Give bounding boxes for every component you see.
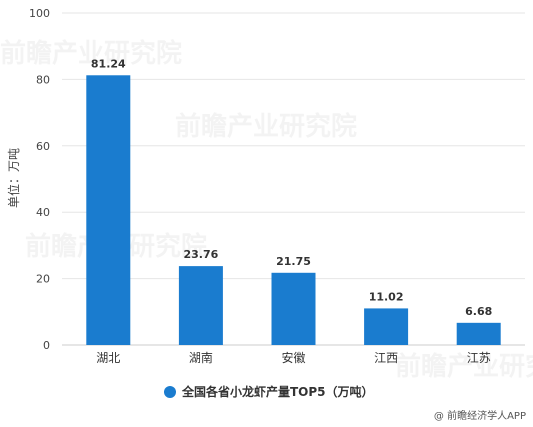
legend-marker xyxy=(164,386,176,398)
background-watermark: 前瞻产业研究院 前瞻产业研究院 前瞻产业研究院 前瞻产业研究院 xyxy=(0,38,533,382)
watermark-ghost-1: 前瞻产业研究院 xyxy=(0,38,182,69)
legend: 全国各省小龙虾产量TOP5（万吨） xyxy=(164,384,374,399)
bar-value-label: 21.75 xyxy=(276,255,311,268)
x-tick-label: 湖北 xyxy=(96,350,120,365)
x-tick-label: 江苏 xyxy=(467,351,491,365)
y-tick-label: 40 xyxy=(36,206,50,219)
bar-value-label: 11.02 xyxy=(369,290,404,303)
bar-value-label: 6.68 xyxy=(465,305,492,318)
category-labels: 湖北 湖南 安徽 江西 江苏 xyxy=(96,350,490,365)
y-tick-label: 0 xyxy=(43,339,50,352)
bar xyxy=(456,322,501,345)
y-tick-label: 80 xyxy=(36,73,50,86)
y-tick-label: 100 xyxy=(29,7,50,20)
bar-value-label: 23.76 xyxy=(184,248,219,261)
y-tick-label: 60 xyxy=(36,140,50,153)
y-axis-label: 单位：万吨 xyxy=(6,148,21,208)
watermark-text: @ 前瞻经济学人APP xyxy=(434,409,526,422)
legend-label: 全国各省小龙虾产量TOP5（万吨） xyxy=(181,384,374,399)
watermark-ghost-2: 前瞻产业研究院 xyxy=(175,111,357,142)
watermark-ghost-4: 前瞻产业研究院 xyxy=(395,351,533,382)
bar xyxy=(86,75,131,345)
x-tick-label: 江西 xyxy=(374,351,398,365)
x-tick-label: 湖南 xyxy=(189,350,213,365)
bar xyxy=(364,308,409,345)
bar-value-label: 81.24 xyxy=(91,57,126,70)
x-tick-label: 安徽 xyxy=(281,350,305,365)
bar xyxy=(178,266,223,345)
bars xyxy=(86,75,501,345)
y-axis-ticks: 0 20 40 60 80 100 xyxy=(29,7,50,352)
y-tick-label: 20 xyxy=(36,273,50,286)
bar xyxy=(271,272,316,345)
data-labels: 81.24 23.76 21.75 11.02 6.68 xyxy=(91,57,492,318)
